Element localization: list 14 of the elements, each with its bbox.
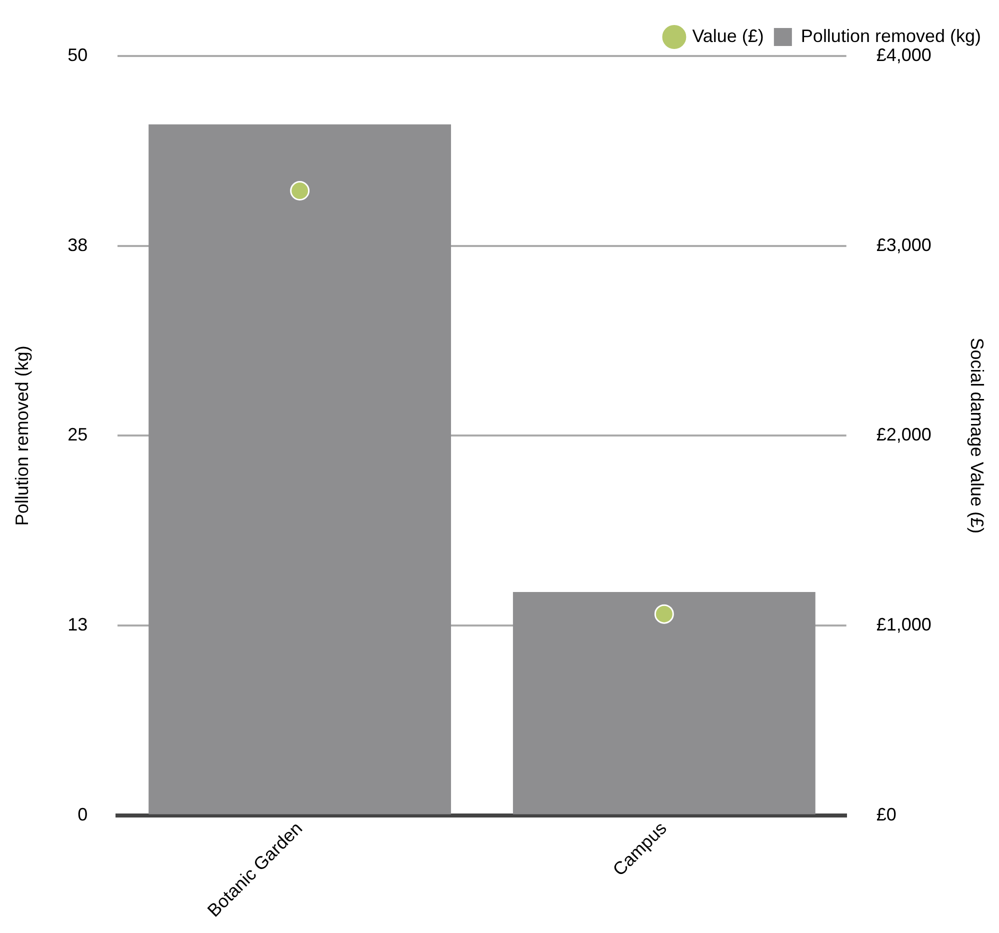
y-axis-title: Pollution removed (kg) [12, 346, 32, 526]
y2-tick-label: £4,000 [876, 44, 932, 65]
y2-tick-label: £0 [876, 804, 896, 824]
y-tick-label: 38 [68, 234, 88, 255]
legend-label: Value (£) [692, 26, 764, 46]
y-tick-label: 25 [68, 424, 88, 445]
y2-tick-label: £2,000 [876, 424, 932, 445]
y2-tick-label: £3,000 [876, 234, 932, 255]
y2-axis-title: Social damage Value (£) [967, 338, 988, 534]
y2-tick-label: £1,000 [876, 614, 932, 634]
legend-label: Pollution removed (kg) [800, 26, 982, 46]
y-tick-label: 0 [78, 804, 88, 824]
y-tick-label: 50 [68, 44, 88, 65]
y-tick-label: 13 [68, 614, 88, 634]
